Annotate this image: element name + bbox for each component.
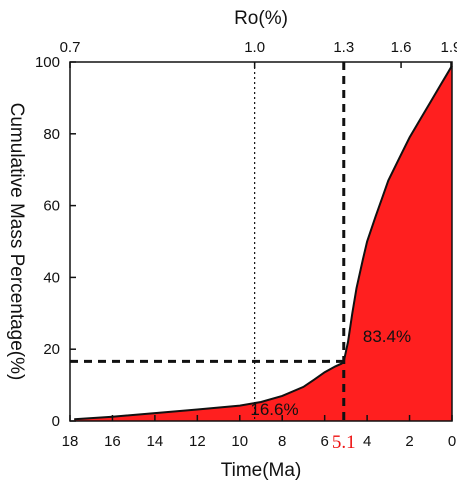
top-tick-label: 0.7 [60,39,81,56]
highlight-time-label: 5.1 [332,432,356,453]
y-axis-title: Cumulative Mass Percentage(%) [6,103,27,381]
x-tick-label: 18 [62,433,79,450]
x-tick-label: 10 [231,433,248,450]
x-tick-label: 14 [147,433,164,450]
y-tick-label: 100 [35,54,60,71]
y-tick-label: 0 [52,413,60,430]
x-tick-label: 16 [104,433,121,450]
top-tick-label: 1.0 [244,39,265,56]
x-tick-label: 12 [189,433,206,450]
top-tick-label: 1.3 [333,39,354,56]
top-tick-label: 1.6 [391,39,412,56]
y-tick-label: 40 [43,269,60,286]
y-tick-label: 60 [43,198,60,215]
cumulative-area [74,65,452,421]
top-axis-title: Ro(%) [234,8,288,29]
top-axis-ticks: 0.7 1.0 1.3 1.6 1.9 [60,39,457,68]
cumulative-curve [74,65,453,421]
x-tick-label: 8 [278,433,286,450]
annotation-right-percent: 83.4% [363,327,411,346]
y-tick-label: 80 [43,126,60,143]
top-tick-label: 1.9 [441,39,457,56]
x-tick-label: 6 [320,433,328,450]
bottom-axis-ticks: 18 16 14 12 10 8 6 4 2 0 [62,415,456,450]
x-axis-title: Time(Ma) [221,460,302,481]
annotation-left-percent: 16.6% [250,400,298,419]
x-tick-label: 2 [405,433,413,450]
x-tick-label: 4 [363,433,371,450]
left-axis-ticks: 0 20 40 60 80 100 [35,54,76,430]
plot-frame [69,61,453,422]
x-tick-label: 0 [448,433,456,450]
y-tick-label: 20 [43,341,60,358]
